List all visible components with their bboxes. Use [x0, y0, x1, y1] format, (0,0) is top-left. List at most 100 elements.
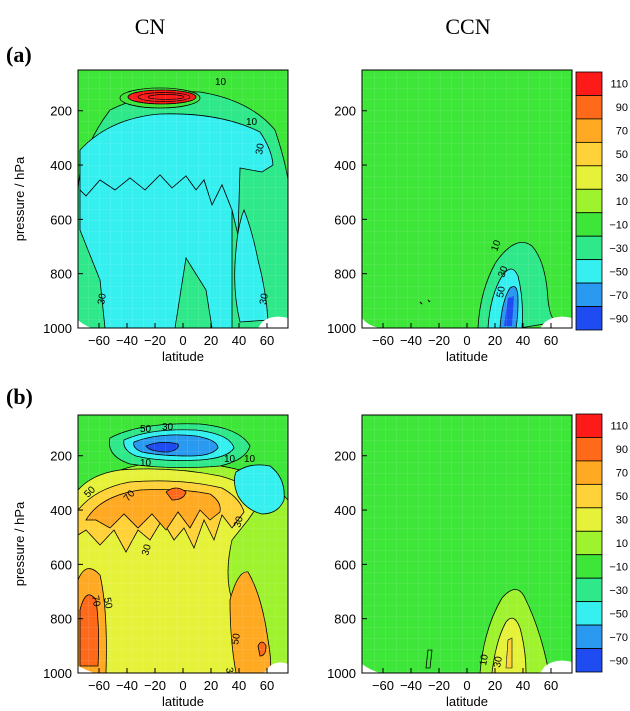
colorbar-label: 110	[610, 421, 628, 433]
colorbar-swatch	[575, 624, 603, 649]
contour-label: 30	[496, 264, 510, 279]
y-tick-label: 1000	[43, 321, 72, 336]
y-tick-label: 200	[50, 104, 72, 119]
colorbar-label: 50	[616, 149, 628, 161]
x-tick-label: −20	[428, 678, 450, 693]
colorbar-swatch	[575, 141, 603, 167]
x-tick-label: 20	[488, 678, 502, 693]
colorbar-swatch	[575, 437, 603, 462]
contour-label: 10	[140, 458, 152, 469]
colorbar-label: −90	[609, 655, 628, 667]
contour-label: 30	[140, 543, 154, 557]
colorbar-swatch	[575, 413, 603, 438]
contour-label: 30	[232, 515, 246, 529]
y-tick-label: 1000	[327, 321, 356, 336]
colorbar-swatch	[575, 118, 603, 143]
colorbar-label: −10	[609, 561, 628, 573]
colorbar-swatch	[575, 259, 603, 284]
x-axis-label: latitude	[162, 349, 204, 364]
colorbar-label: 70	[616, 468, 628, 480]
contour-label: 50	[140, 424, 152, 435]
x-tick-label: −60	[88, 333, 110, 348]
y-tick-label: 800	[50, 612, 72, 627]
x-axis-label: latitude	[162, 694, 204, 709]
x-tick-label: 0	[179, 333, 186, 348]
grid-overlay	[362, 415, 572, 673]
colorbar-label: 30	[616, 173, 628, 185]
contour-label: 30	[254, 142, 267, 155]
x-tick-label: 40	[232, 678, 246, 693]
contour-label: 30	[258, 292, 271, 305]
colorbar-swatch	[575, 165, 603, 190]
x-tick-label: −20	[144, 678, 166, 693]
contour-label: 30	[492, 655, 505, 668]
colorbar-swatch	[575, 530, 603, 556]
colorbar-label: 50	[616, 491, 628, 503]
y-tick-label: 400	[334, 158, 356, 173]
x-tick-label: −40	[116, 333, 138, 348]
x-tick-label: 40	[516, 678, 530, 693]
y-axis-label: pressure / hPa	[12, 501, 27, 586]
colorbar-swatch	[575, 212, 603, 237]
x-tick-label: 20	[488, 333, 502, 348]
colorbar-swatch	[575, 188, 603, 214]
contour-label: 10	[478, 653, 491, 666]
colorbar-a: 110 90 70 50 30 10 −10 −30 −50 −70 −90	[575, 71, 628, 331]
colorbar-swatch	[575, 507, 603, 532]
y-tick-label: 800	[334, 612, 356, 627]
colorbar-swatch	[575, 460, 603, 485]
contour-label: 70	[89, 595, 102, 608]
contour-label: 10	[215, 77, 227, 88]
x-tick-label: −20	[144, 333, 166, 348]
panel-b-cn: 30 50 10 50 10 10 70 30 30 70 50 50 30	[78, 415, 288, 673]
colorbar-swatch	[575, 554, 603, 579]
colorbar-swatch	[575, 71, 603, 96]
x-tick-label: 0	[463, 333, 470, 348]
colorbar-label: −70	[609, 632, 628, 644]
y-tick-label: 400	[50, 158, 72, 173]
colorbar-label: −50	[609, 266, 628, 278]
x-tick-label: 0	[463, 678, 470, 693]
colorbar-label: 90	[616, 102, 628, 114]
panel-a-ccn: 10 30 50	[362, 70, 572, 328]
x-tick-label: 60	[260, 678, 274, 693]
colorbar-label: −10	[609, 219, 628, 231]
y-tick-label: 1000	[327, 666, 356, 681]
colorbar-b: 110 90 70 50 30 10 −10 −30 −50 −70 −90	[575, 413, 628, 673]
grid-overlay	[78, 70, 288, 328]
row-label-b: (b)	[6, 384, 33, 409]
x-tick-label: 60	[544, 678, 558, 693]
contour-label: 30	[162, 422, 174, 433]
colorbar-swatch	[575, 306, 603, 331]
y-tick-label: 1000	[43, 666, 72, 681]
colorbar-label: 10	[616, 538, 628, 550]
x-tick-label: −20	[428, 333, 450, 348]
y-tick-label: 200	[334, 104, 356, 119]
contour-label: 30	[96, 292, 109, 305]
grid-overlay	[78, 415, 288, 673]
x-axis-label: latitude	[446, 349, 488, 364]
contour-label: 50	[495, 285, 508, 298]
x-tick-label: −40	[400, 678, 422, 693]
contour-label: 10	[224, 454, 236, 465]
colorbar-label: 70	[616, 126, 628, 138]
contour-label: 10	[489, 238, 503, 253]
x-tick-label: 0	[179, 678, 186, 693]
contour-label: 10	[244, 454, 256, 465]
y-tick-label: 800	[334, 267, 356, 282]
colorbar-swatch	[575, 95, 603, 120]
colorbar-label: −70	[609, 290, 628, 302]
x-tick-label: 40	[516, 333, 530, 348]
contour-label: 50	[101, 597, 114, 610]
colorbar-swatch	[575, 577, 603, 603]
axes-layer: −60 −40 −20 0 20 40 602004006008001000latitude…	[12, 104, 558, 709]
y-tick-label: 600	[334, 557, 356, 572]
x-tick-label: 60	[544, 333, 558, 348]
y-tick-label: 600	[50, 557, 72, 572]
colorbar-label: −90	[609, 313, 628, 325]
colorbar-swatch	[575, 601, 603, 626]
y-tick-label: 200	[334, 449, 356, 464]
y-tick-label: 600	[50, 212, 72, 227]
y-tick-label: 800	[50, 267, 72, 282]
y-tick-label: 400	[50, 503, 72, 518]
